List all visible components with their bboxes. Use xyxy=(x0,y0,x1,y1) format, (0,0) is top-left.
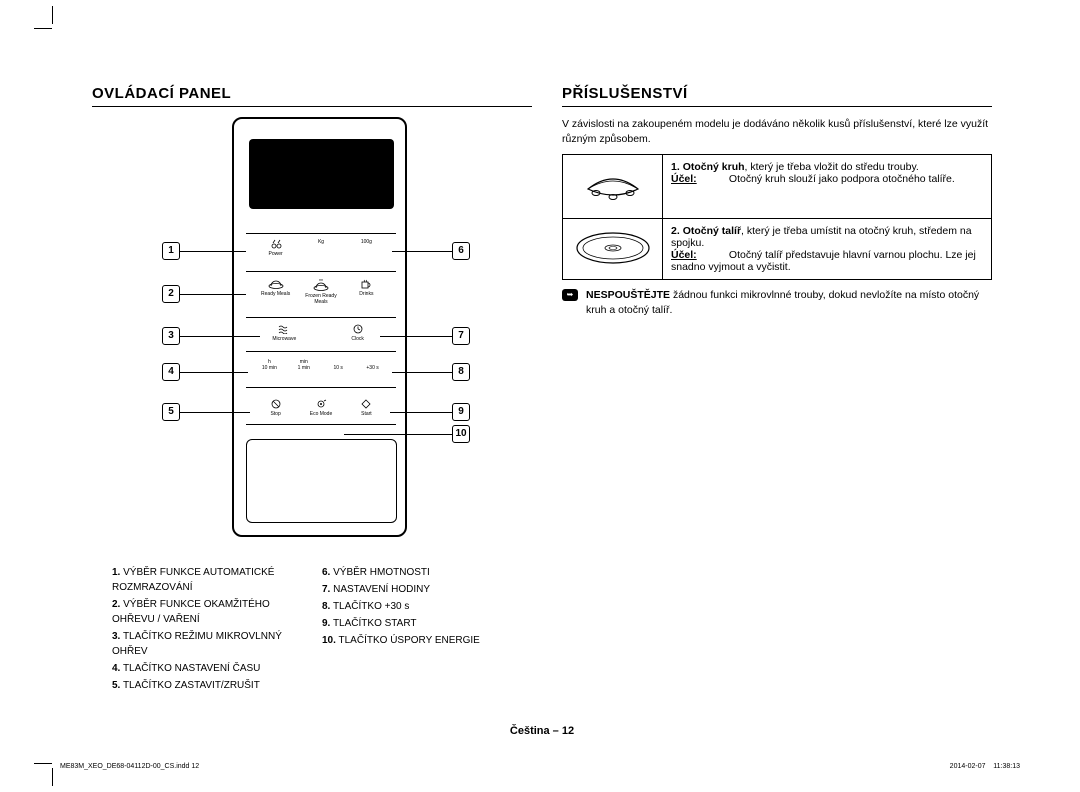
control-panel-section: OVLÁDACÍ PANEL Power Kg 100g Ready Meals… xyxy=(92,85,532,705)
callout-line xyxy=(180,336,260,337)
panel-btn-start: Start xyxy=(344,399,388,417)
page: OVLÁDACÍ PANEL Power Kg 100g Ready Meals… xyxy=(92,85,992,705)
divider xyxy=(246,351,396,352)
panel-btn-100g: 100g xyxy=(344,239,388,245)
callout-6: 6 xyxy=(452,242,470,260)
divider xyxy=(246,233,396,234)
panel-row-3: Microwave Clock xyxy=(246,324,396,342)
callout-line xyxy=(180,294,246,295)
accessories-table: 1. Otočný kruh, který je třeba vložit do… xyxy=(562,154,992,280)
accessories-intro: V závislosti na zakoupeném modelu je dod… xyxy=(562,117,992,146)
callout-3: 3 xyxy=(162,327,180,345)
legend-col-left: 1. VÝBĚR FUNKCE AUTOMATICKÉ ROZMRAZOVÁNÍ… xyxy=(112,565,302,695)
callout-line xyxy=(180,372,248,373)
callout-line xyxy=(392,251,452,252)
purpose-label: Účel: xyxy=(671,249,726,261)
panel-btn-stop: Stop xyxy=(254,399,298,417)
accessory-image-turntable xyxy=(563,219,663,280)
panel-body: Power Kg 100g Ready Meals **Frozen Ready… xyxy=(232,117,407,537)
panel-btn-clock: Clock xyxy=(322,324,394,342)
accessory-name: Otočný talíř xyxy=(683,225,741,237)
callout-line xyxy=(180,251,246,252)
callout-7: 7 xyxy=(452,327,470,345)
panel-btn-power: Power xyxy=(254,239,298,257)
callout-9: 9 xyxy=(452,403,470,421)
panel-row-1: Power Kg 100g xyxy=(246,239,396,257)
panel-btn-eco: Eco Mode xyxy=(299,399,343,417)
panel-lower-blank xyxy=(246,439,397,523)
divider xyxy=(246,271,396,272)
legend: 1. VÝBĚR FUNKCE AUTOMATICKÉ ROZMRAZOVÁNÍ… xyxy=(92,565,532,695)
panel-row-5: Stop Eco Mode Start xyxy=(246,399,396,417)
callout-5: 5 xyxy=(162,403,180,421)
print-info-filename: ME83M_XEO_DE68-04112D-00_CS.indd 12 xyxy=(60,763,199,770)
panel-btn-1min: min1 min xyxy=(287,359,320,371)
callout-2: 2 xyxy=(162,285,180,303)
legend-col-right: 6. VÝBĚR HMOTNOSTI 7. NASTAVENÍ HODINY 8… xyxy=(322,565,512,695)
warning-icon: ➥ xyxy=(562,289,578,301)
callout-line xyxy=(390,412,452,413)
panel-row-4: h10 min min1 min 10 s +30 s xyxy=(246,359,396,371)
callout-line xyxy=(380,336,452,337)
callout-10: 10 xyxy=(452,425,470,443)
legend-item: 8. TLAČÍTKO +30 s xyxy=(322,599,512,614)
panel-diagram: Power Kg 100g Ready Meals **Frozen Ready… xyxy=(122,117,502,547)
panel-display xyxy=(249,139,394,209)
table-row: 1. Otočný kruh, který je třeba vložit do… xyxy=(563,155,992,219)
accessory-image-roller-ring xyxy=(563,155,663,219)
callout-1: 1 xyxy=(162,242,180,260)
callout-4: 4 xyxy=(162,363,180,381)
accessory-desc-cell: 2. Otočný talíř, který je třeba umístit … xyxy=(663,219,992,280)
accessory-num: 2. xyxy=(671,225,680,237)
crop-mark xyxy=(52,6,53,24)
legend-item: 3. TLAČÍTKO REŽIMU MIKROVLNNÝ OHŘEV xyxy=(112,629,302,659)
callout-line xyxy=(180,412,250,413)
accessory-desc: , který je třeba vložit do středu trouby… xyxy=(745,161,919,173)
divider xyxy=(246,424,396,425)
warning-note: ➥ NESPOUŠTĚJTE žádnou funkci mikrovlnné … xyxy=(562,288,992,317)
legend-item: 6. VÝBĚR HMOTNOSTI xyxy=(322,565,512,580)
callout-line xyxy=(344,434,452,435)
crop-mark xyxy=(52,768,53,786)
panel-btn-10s: 10 s xyxy=(322,359,355,371)
accessory-name: Otočný kruh xyxy=(683,161,745,173)
panel-btn-drinks: Drinks xyxy=(344,279,388,297)
divider xyxy=(246,387,396,388)
page-footer: Čeština – 12 xyxy=(92,725,992,737)
accessory-num: 1. xyxy=(671,161,680,173)
panel-btn-microwave: Microwave xyxy=(248,324,320,342)
legend-item: 7. NASTAVENÍ HODINY xyxy=(322,582,512,597)
panel-row-2: Ready Meals **Frozen Ready Meals Drinks xyxy=(246,279,396,305)
legend-item: 4. TLAČÍTKO NASTAVENÍ ČASU xyxy=(112,661,302,676)
panel-btn-frozen-meals: **Frozen Ready Meals xyxy=(299,279,343,305)
legend-item: 1. VÝBĚR FUNKCE AUTOMATICKÉ ROZMRAZOVÁNÍ xyxy=(112,565,302,595)
crop-mark xyxy=(34,28,52,29)
svg-text:**: ** xyxy=(319,279,323,285)
warning-bold: NESPOUŠTĚJTE xyxy=(586,289,670,301)
legend-item: 5. TLAČÍTKO ZASTAVIT/ZRUŠIT xyxy=(112,678,302,693)
print-info-timestamp: 2014-02-07 11:38:13 xyxy=(950,763,1020,770)
panel-btn-30s: +30 s xyxy=(356,359,389,371)
crop-mark xyxy=(34,763,52,764)
section-title-accessories: PŘÍSLUŠENSTVÍ xyxy=(562,85,992,107)
callout-line xyxy=(392,372,452,373)
section-title-control-panel: OVLÁDACÍ PANEL xyxy=(92,85,532,107)
callout-8: 8 xyxy=(452,363,470,381)
legend-item: 2. VÝBĚR FUNKCE OKAMŽITÉHO OHŘEVU / VAŘE… xyxy=(112,597,302,627)
panel-btn-10min: h10 min xyxy=(253,359,286,371)
divider xyxy=(246,317,396,318)
accessory-desc-cell: 1. Otočný kruh, který je třeba vložit do… xyxy=(663,155,992,219)
legend-item: 10. TLAČÍTKO ÚSPORY ENERGIE xyxy=(322,633,512,648)
legend-item: 9. TLAČÍTKO START xyxy=(322,616,512,631)
purpose-text: Otočný kruh slouží jako podpora otočného… xyxy=(729,173,955,185)
panel-btn-ready-meals: Ready Meals xyxy=(254,279,298,297)
accessories-section: PŘÍSLUŠENSTVÍ V závislosti na zakoupeném… xyxy=(562,85,992,705)
purpose-label: Účel: xyxy=(671,173,726,185)
table-row: 2. Otočný talíř, který je třeba umístit … xyxy=(563,219,992,280)
panel-btn-kg: Kg xyxy=(299,239,343,245)
